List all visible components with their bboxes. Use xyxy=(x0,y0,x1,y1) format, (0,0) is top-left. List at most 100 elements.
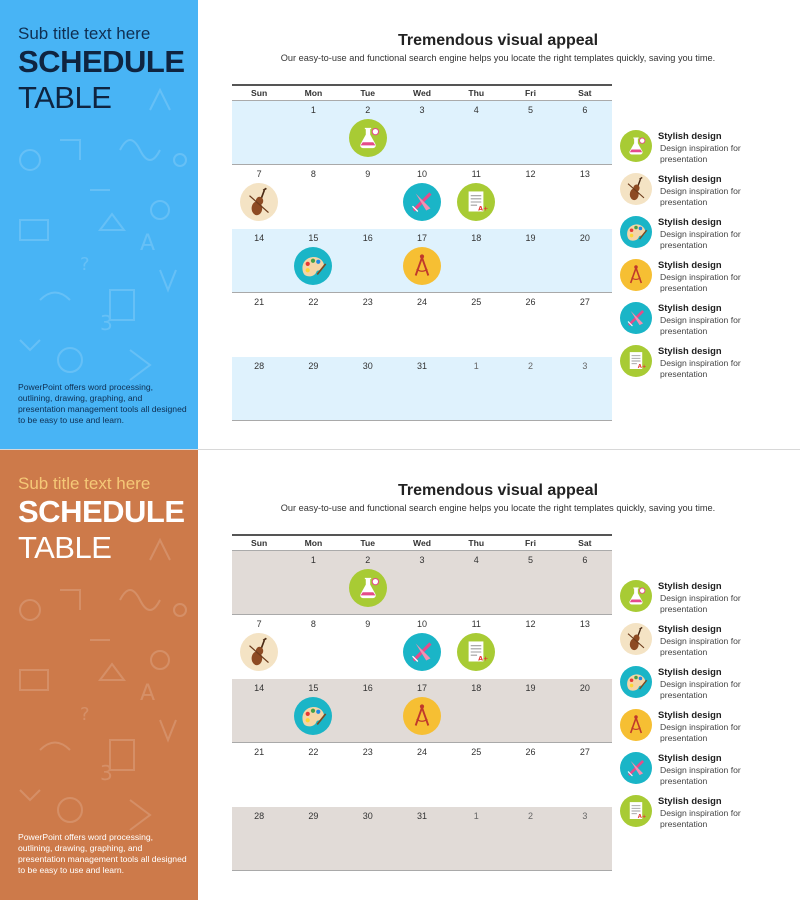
calendar-day: 16 xyxy=(341,229,395,292)
subtitle: Sub title text here xyxy=(18,474,151,493)
day-number: 9 xyxy=(365,619,371,629)
calendar-day: 20 xyxy=(558,679,612,742)
calendar-day: 3 xyxy=(558,807,612,870)
day-number: 30 xyxy=(362,361,373,371)
calendar-day: 14 xyxy=(232,229,286,292)
day-number: 12 xyxy=(525,169,536,179)
day-header: Thu xyxy=(468,88,485,98)
violin-icon xyxy=(620,623,652,655)
svg-text:?: ? xyxy=(80,254,90,275)
calendar-header: Sun Mon Tue Wed Thu Fri Sat xyxy=(232,534,612,551)
heading-light: TABLE xyxy=(18,530,112,565)
calendar-day xyxy=(232,551,286,614)
violin-icon xyxy=(620,173,652,205)
calendar-day: 21 xyxy=(232,743,286,807)
legend-title: Stylish design xyxy=(658,259,722,270)
day-number: 5 xyxy=(528,105,534,115)
calendar-day: 31 xyxy=(395,357,449,420)
legend-text: Design inspiration for presentation xyxy=(660,636,741,657)
legend-text: Design inspiration for presentation xyxy=(660,679,741,700)
calendar-day: 9 xyxy=(341,615,395,679)
day-header: Mon xyxy=(304,538,323,548)
day-number: 12 xyxy=(525,619,536,629)
slide-title: Tremendous visual appeal xyxy=(397,32,599,49)
calendar-day: 17 xyxy=(395,229,449,292)
legend-title: Stylish design xyxy=(658,795,722,806)
legend-title: Stylish design xyxy=(658,345,722,356)
day-number: 16 xyxy=(362,683,373,693)
legend-text: Design inspiration for presentation xyxy=(660,315,741,336)
calendar-day: 23 xyxy=(341,743,395,807)
calendar-week: 14 15 16 17 18 19 20 xyxy=(232,679,612,743)
slide-blue: A ? 3 Sub title text here SCHEDULE TABLE… xyxy=(0,0,800,450)
legend-item: Stylish design Design inspiration for pre… xyxy=(620,300,796,343)
day-number: 30 xyxy=(362,811,373,821)
day-number: 29 xyxy=(308,361,319,371)
calendar-day: 19 xyxy=(503,229,557,292)
legend-text: Design inspiration for presentation xyxy=(660,722,741,743)
legend-item: Stylish design Design inspiration for pre… xyxy=(620,578,796,621)
calendar-day xyxy=(232,101,286,164)
day-number: 6 xyxy=(582,105,588,115)
violin-icon xyxy=(240,183,278,221)
svg-text:A+: A+ xyxy=(638,814,647,820)
legend-title: Stylish design xyxy=(658,752,722,763)
day-number: 17 xyxy=(416,683,427,693)
day-number: 2 xyxy=(365,105,371,115)
day-number: 13 xyxy=(579,619,590,629)
svg-text:A+: A+ xyxy=(478,655,488,662)
svg-text:A: A xyxy=(140,681,155,706)
day-header: Fri xyxy=(525,88,537,98)
calendar-day: 6 xyxy=(558,101,612,164)
calendar-day: 17 xyxy=(395,679,449,742)
violin-icon xyxy=(240,633,278,671)
day-number: 4 xyxy=(473,105,479,115)
calendar-day: 22 xyxy=(286,743,340,807)
day-number: 10 xyxy=(416,619,427,629)
calendar-day: 5 xyxy=(503,101,557,164)
calendar-week: 28 29 30 31 1 2 3 xyxy=(232,807,612,871)
legend-text: Design inspiration for presentation xyxy=(660,808,741,829)
compass-icon xyxy=(402,247,441,285)
calendar-day: 1 xyxy=(286,551,340,614)
day-number: 1 xyxy=(473,361,479,371)
calendar-day: 1 xyxy=(449,807,503,870)
calendar-day: 4 xyxy=(449,101,503,164)
svg-text:A: A xyxy=(140,231,155,256)
calendar-day: 31 xyxy=(395,807,449,870)
svg-text:A+: A+ xyxy=(638,364,647,370)
legend-text: Design inspiration for presentation xyxy=(660,593,741,614)
calendar-week: 21 22 23 24 25 26 27 xyxy=(232,293,612,357)
day-number: 26 xyxy=(525,747,536,757)
calendar-day: 7 xyxy=(232,615,286,679)
calendar-header: Sun Mon Tue Wed Thu Fri Sat xyxy=(232,84,612,101)
ruler-icon xyxy=(402,633,441,671)
calendar-day: 21 xyxy=(232,293,286,357)
day-number: 21 xyxy=(254,297,265,307)
day-number: 2 xyxy=(528,361,534,371)
legend-title: Stylish design xyxy=(658,173,722,184)
day-number: 3 xyxy=(582,811,588,821)
document-icon: A+ xyxy=(457,633,496,671)
day-number: 4 xyxy=(473,555,479,565)
calendar-day: 24 xyxy=(395,743,449,807)
calendar-day: 8 xyxy=(286,165,340,229)
slide-description: Our easy-to-use and functional search en… xyxy=(280,53,716,63)
day-number: 19 xyxy=(525,233,536,243)
calendar-day: 3 xyxy=(558,357,612,420)
calendar-week: 28 29 30 31 1 2 3 xyxy=(232,357,612,421)
legend-text: Design inspiration for presentation xyxy=(660,272,741,293)
calendar-day: 6 xyxy=(558,551,612,614)
legend-title: Stylish design xyxy=(658,666,722,677)
day-number: 2 xyxy=(528,811,534,821)
calendar-day: 15 xyxy=(286,229,340,292)
calendar-day: 27 xyxy=(558,743,612,807)
day-number: 18 xyxy=(471,233,482,243)
calendar-day: 25 xyxy=(449,293,503,357)
calendar-day: 28 xyxy=(232,807,286,870)
svg-text:A+: A+ xyxy=(478,205,488,212)
day-header: Sat xyxy=(578,88,592,98)
legend-item: Stylish design Design inspiration for pre… xyxy=(620,621,796,664)
day-header: Sat xyxy=(578,538,592,548)
flask-icon xyxy=(348,569,387,607)
